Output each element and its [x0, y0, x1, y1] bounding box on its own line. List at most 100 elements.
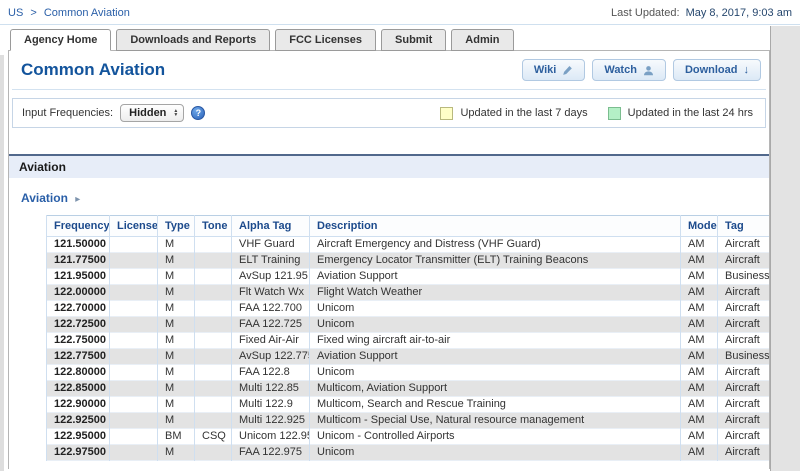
cell-tag: Aircraft: [717, 316, 769, 333]
cell-tone: [194, 364, 232, 381]
action-buttons: Wiki Watch Download ↓: [521, 59, 761, 81]
cell-frequency: 122.85000: [46, 380, 110, 397]
table-header-row: Frequency License Type Tone Alpha Tag Descrip…: [46, 215, 769, 237]
help-icon[interactable]: ?: [191, 106, 206, 120]
table-row: 122.00000 M Flt Watch Wx Flight Watch Weath…: [46, 284, 769, 301]
cell-tag: Aircraft: [717, 444, 769, 461]
col-header-type: Type: [157, 215, 195, 237]
cell-license: [109, 396, 158, 413]
cell-type: M: [157, 300, 195, 317]
table-row: 122.95000 BM CSQ Unicom 122.95 Unicom - Cont…: [46, 428, 769, 445]
cell-mode: AM: [680, 268, 718, 285]
tab-downloads-and-reports[interactable]: Downloads and Reports: [116, 29, 271, 51]
table-row: 121.50000 M VHF Guard Aircraft Emergency an…: [46, 236, 769, 253]
legend-label: Updated in the last 7 days: [460, 107, 588, 119]
table-row: 122.80000 M FAA 122.8 Unicom AM Aircraft: [46, 364, 769, 381]
cell-tone: [194, 284, 232, 301]
breadcrumb-link-us[interactable]: US: [8, 7, 24, 19]
table-row: 122.72500 M FAA 122.725 Unicom AM Aircraft: [46, 316, 769, 333]
section-header-aviation: Aviation: [9, 154, 769, 178]
cell-description: Multicom - Special Use, Natural resource…: [309, 412, 681, 429]
pencil-icon: [562, 65, 573, 76]
table-row: 122.77500 M AvSup 122.775 Aviation Support A…: [46, 348, 769, 365]
tab-submit[interactable]: Submit: [381, 29, 447, 51]
cell-description: Emergency Locator Transmitter (ELT) Trai…: [309, 252, 681, 269]
cell-tag: Aircraft: [717, 364, 769, 381]
cell-license: [109, 300, 158, 317]
cell-type: M: [157, 332, 195, 349]
cell-frequency: 122.77500: [46, 348, 110, 365]
cell-alpha-tag: Multi 122.9: [231, 396, 310, 413]
cell-license: [109, 316, 158, 333]
cell-alpha-tag: Multi 122.925: [231, 412, 310, 429]
cell-mode: AM: [680, 236, 718, 253]
cell-tone: [194, 332, 232, 349]
cell-type: M: [157, 364, 195, 381]
cell-mode: AM: [680, 252, 718, 269]
cell-tag: Aircraft: [717, 284, 769, 301]
chevron-right-icon: ▸: [75, 194, 81, 205]
tab-admin[interactable]: Admin: [451, 29, 514, 51]
download-button[interactable]: Download ↓: [672, 59, 761, 81]
table-row: 121.77500 M ELT Training Emergency Locator …: [46, 252, 769, 269]
person-icon: [643, 65, 654, 76]
last-updated: Last Updated: May 8, 2017, 9:03 am: [611, 7, 792, 19]
cell-tag: Aircraft: [717, 380, 769, 397]
cell-type: M: [157, 380, 195, 397]
cell-type: M: [157, 252, 195, 269]
cell-tag: Aircraft: [717, 252, 769, 269]
cell-frequency: 122.70000: [46, 300, 110, 317]
wiki-button[interactable]: Wiki: [521, 59, 586, 81]
window-right-gutter[interactable]: [770, 26, 800, 471]
cell-tag: Business: [717, 348, 769, 365]
cell-type: M: [157, 268, 195, 285]
tab-bar: Agency Home Downloads and Reports FCC Lice…: [10, 29, 770, 51]
update-legend: Updated in the last 7 days Updated in the…: [440, 106, 756, 120]
cell-frequency: 121.95000: [46, 268, 110, 285]
legend-label: Updated in the last 24 hrs: [627, 107, 753, 119]
cell-frequency: 122.72500: [46, 316, 110, 333]
cell-type: M: [157, 396, 195, 413]
cell-license: [109, 380, 158, 397]
top-bar: US > Common Aviation Last Updated: May 8…: [0, 0, 800, 25]
watch-button[interactable]: Watch: [592, 59, 666, 81]
col-header-license: License: [109, 215, 158, 237]
cell-description: Multicom, Aviation Support: [309, 380, 681, 397]
tab-agency-home[interactable]: Agency Home: [10, 29, 112, 51]
cell-tag: Aircraft: [717, 428, 769, 445]
cell-tone: [194, 236, 232, 253]
main-content: Agency Home Downloads and Reports FCC Lice…: [8, 29, 770, 469]
legend-swatch-updated-in-the-last-24-hrs: [607, 106, 621, 120]
control-strip: Input Frequencies: Hidden ▲ ▼ ? Updated i…: [12, 98, 766, 128]
legend-item-updated-in-the-last-7-days: Updated in the last 7 days: [440, 106, 588, 120]
tab-fcc-licenses[interactable]: FCC Licenses: [275, 29, 377, 51]
cell-tag: Aircraft: [717, 412, 769, 429]
cell-frequency: 122.95000: [46, 428, 110, 445]
cell-alpha-tag: FAA 122.700: [231, 300, 310, 317]
input-frequencies-label: Input Frequencies:: [22, 107, 114, 119]
cell-license: [109, 268, 158, 285]
breadcrumb: US > Common Aviation: [8, 7, 130, 19]
cell-tag: Aircraft: [717, 332, 769, 349]
table-row: 122.75000 M Fixed Air-Air Fixed wing aircra…: [46, 332, 769, 349]
legend-item-updated-in-the-last-24-hrs: Updated in the last 24 hrs: [607, 106, 753, 120]
col-header-description: Description: [309, 215, 681, 237]
cell-tone: CSQ: [194, 428, 232, 445]
cell-tone: [194, 268, 232, 285]
table-row: 122.92500 M Multi 122.925 Multicom - Specia…: [46, 412, 769, 429]
input-frequencies-select[interactable]: Hidden ▲ ▼: [120, 104, 185, 122]
input-frequencies-selected-value: Hidden: [129, 107, 167, 119]
aviation-subcategory-link[interactable]: Aviation: [21, 191, 68, 205]
cell-tone: [194, 380, 232, 397]
cell-license: [109, 332, 158, 349]
cell-frequency: 121.50000: [46, 236, 110, 253]
cell-license: [109, 252, 158, 269]
breadcrumb-current[interactable]: Common Aviation: [43, 7, 130, 19]
cell-mode: AM: [680, 316, 718, 333]
cell-tone: [194, 412, 232, 429]
cell-type: M: [157, 348, 195, 365]
cell-description: Unicom: [309, 444, 681, 461]
download-button-label: Download: [684, 64, 738, 76]
col-header-alpha-tag: Alpha Tag: [231, 215, 310, 237]
cell-description: Unicom - Controlled Airports: [309, 428, 681, 445]
